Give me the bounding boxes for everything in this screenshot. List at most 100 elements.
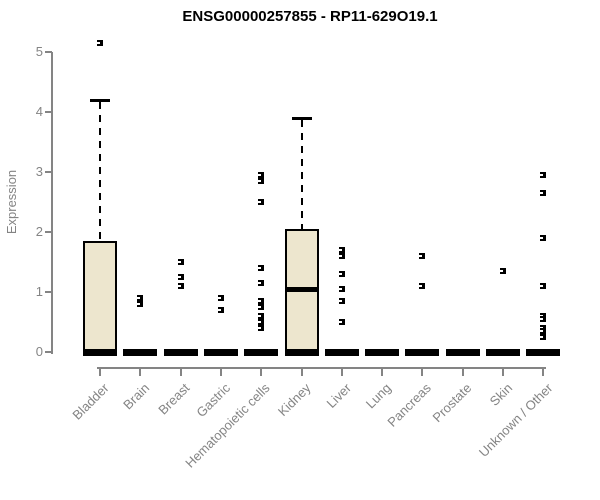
x-axis-tick	[421, 369, 424, 376]
outlier-glyph-slit	[177, 261, 181, 263]
y-axis-label: Expression	[4, 169, 19, 235]
outlier-glyph-slit	[258, 315, 262, 317]
outlier-glyph-slit	[338, 249, 342, 251]
x-axis-tick	[300, 369, 303, 376]
x-axis-tick	[381, 369, 384, 376]
chart-title: ENSG00000257855 - RP11-629O19.1	[182, 8, 438, 25]
outlier-glyph-slit	[258, 300, 262, 302]
outlier-glyph-slit	[217, 297, 221, 299]
outlier-point	[338, 298, 345, 304]
outlier-point	[177, 283, 184, 289]
outlier-glyph-slit	[419, 285, 423, 287]
outlier-glyph-slit	[258, 174, 262, 176]
x-axis-tick	[179, 369, 182, 376]
zero-bar	[123, 349, 158, 356]
category-label: Brain	[120, 380, 153, 413]
x-axis-tick	[139, 369, 142, 376]
outlier-glyph-slit	[97, 42, 100, 44]
y-tick-label: 5	[35, 44, 43, 59]
outlier-point	[258, 265, 265, 271]
outlier-point	[338, 286, 345, 292]
outlier-glyph-slit	[258, 282, 262, 284]
x-axis-tick	[99, 369, 101, 376]
outlier-glyph-slit	[258, 306, 262, 308]
outlier-point	[500, 268, 506, 274]
category-label: Unknown / Other	[475, 380, 556, 460]
x-axis-tick	[219, 369, 222, 376]
outlier-glyph-slit	[338, 288, 342, 290]
outlier-point	[540, 172, 547, 178]
outlier-point	[540, 235, 547, 241]
outlier-point	[217, 295, 224, 301]
whisker	[300, 120, 303, 229]
whisker	[99, 102, 101, 241]
outlier-point	[97, 40, 103, 46]
outlier-point	[258, 280, 265, 286]
x-axis	[97, 367, 546, 369]
outlier-point	[177, 259, 184, 265]
median-line	[284, 287, 319, 292]
outlier-glyph-slit	[338, 273, 342, 275]
category-label: Breast	[155, 380, 193, 418]
x-axis-tick	[461, 369, 464, 376]
outlier-point	[540, 334, 547, 340]
y-axis-tick	[45, 111, 52, 113]
zero-bar	[163, 349, 198, 356]
zero-bar	[445, 349, 480, 356]
outlier-point	[217, 307, 224, 313]
y-tick-label: 1	[35, 284, 43, 299]
category-label: Lung	[362, 380, 395, 412]
outlier-glyph-slit	[540, 174, 544, 176]
y-tick-label: 0	[35, 344, 43, 359]
outlier-point	[540, 190, 547, 196]
y-axis-tick	[45, 51, 52, 53]
y-tick-label: 3	[35, 164, 43, 179]
outlier-glyph-slit	[540, 192, 544, 194]
outlier-glyph-slit	[338, 321, 342, 323]
outlier-point	[137, 295, 144, 301]
y-axis-tick	[45, 351, 52, 353]
outlier-point	[258, 313, 265, 319]
outlier-glyph-slit	[258, 327, 262, 329]
outlier-point	[338, 271, 345, 277]
outlier-glyph-slit	[338, 255, 342, 257]
outlier-glyph-slit	[217, 309, 221, 311]
outlier-glyph-slit	[137, 297, 141, 299]
outlier-glyph-slit	[177, 285, 181, 287]
outlier-point	[338, 247, 345, 253]
outlier-point	[540, 316, 547, 322]
category-label: Prostate	[429, 380, 475, 426]
outlier-point	[419, 253, 426, 259]
zero-bar	[405, 349, 440, 356]
outlier-point	[137, 301, 144, 307]
outlier-point	[258, 304, 265, 310]
x-axis-tick	[542, 369, 545, 376]
x-axis-tick	[502, 369, 504, 376]
outlier-glyph-slit	[540, 237, 544, 239]
y-axis	[51, 52, 53, 354]
outlier-glyph-slit	[540, 285, 544, 287]
outlier-glyph-slit	[540, 318, 544, 320]
zero-bar	[365, 349, 400, 356]
x-axis-tick	[260, 369, 263, 376]
outlier-glyph-slit	[540, 330, 544, 332]
y-axis-tick	[45, 231, 52, 233]
x-axis-tick	[340, 369, 343, 376]
outlier-glyph-slit	[137, 303, 141, 305]
outlier-glyph-slit	[258, 267, 262, 269]
outlier-glyph-slit	[258, 180, 262, 182]
outlier-glyph-slit	[500, 270, 503, 272]
zero-bar	[324, 349, 359, 356]
outlier-glyph-slit	[419, 255, 423, 257]
box	[83, 241, 117, 354]
outlier-point	[338, 253, 345, 259]
zero-bar	[83, 349, 117, 356]
outlier-point	[258, 178, 265, 184]
outlier-point	[258, 199, 265, 205]
outlier-point	[258, 325, 265, 331]
category-label: Kidney	[274, 380, 314, 420]
zero-bar	[203, 349, 238, 356]
whisker-cap	[90, 99, 110, 102]
y-tick-label: 2	[35, 224, 43, 239]
